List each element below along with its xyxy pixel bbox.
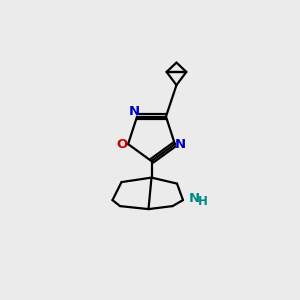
Text: N: N	[188, 192, 200, 206]
Text: N: N	[175, 138, 186, 151]
Text: H: H	[198, 195, 208, 208]
Text: N: N	[129, 105, 140, 118]
Text: O: O	[116, 138, 127, 151]
